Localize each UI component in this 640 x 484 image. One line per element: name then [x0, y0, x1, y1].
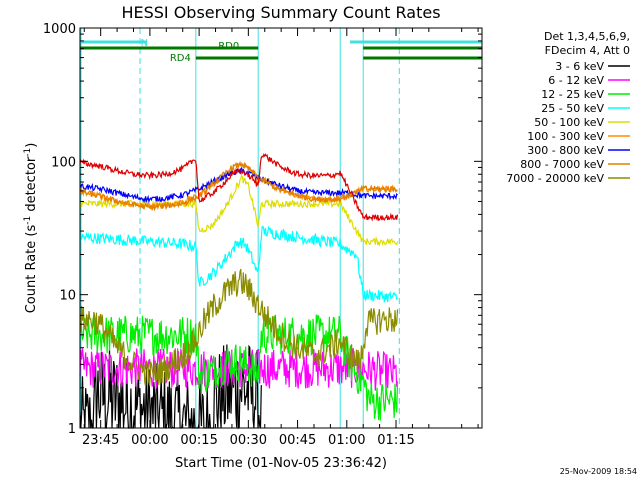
series-25-50-kev: [79, 225, 398, 303]
legend-label-1: 6 - 12 keV: [548, 74, 604, 87]
x-tick-label-2: 00:15: [180, 433, 217, 448]
flag-bars: N RD0 RD4: [80, 38, 482, 64]
flag-label-rd4: RD4: [170, 53, 191, 64]
flag-label-n: N: [141, 38, 148, 49]
x-tick-label-1: 00:00: [131, 433, 168, 448]
legend-label-3: 25 - 50 keV: [541, 102, 604, 115]
x-tick-label-0: 23:45: [82, 433, 119, 448]
legend-header-line-2: FDecim 4, Att 0: [545, 44, 630, 57]
y-tick-label-3: 1000: [43, 22, 76, 37]
legend-label-7: 800 - 7000 keV: [520, 158, 604, 171]
reference-lines: [80, 28, 400, 428]
legend-label-2: 12 - 25 keV: [541, 88, 604, 101]
y-axis-label: Count Rate (s-1 detector-1): [23, 143, 39, 314]
legend-label-6: 300 - 800 keV: [527, 144, 604, 157]
series-100-300-kev-red-trace-: [79, 153, 399, 222]
y-tick-label-2: 100: [51, 155, 76, 170]
y-tick-label-0: 1: [68, 422, 76, 437]
legend-label-0: 3 - 6 keV: [555, 60, 604, 73]
series-7000-20000-kev: [79, 268, 399, 387]
series-lines: [79, 153, 399, 430]
legend-label-8: 7000 - 20000 keV: [506, 172, 604, 185]
axis-ticks: [80, 27, 482, 429]
x-tick-label-6: 01:15: [377, 433, 414, 448]
series-3-6-kev: [79, 344, 262, 430]
x-tick-label-4: 00:45: [279, 433, 316, 448]
flag-label-rd0: RD0: [218, 41, 239, 52]
timestamp: 25-Nov-2009 18:54: [560, 467, 637, 476]
x-tick-label-5: 01:00: [328, 433, 365, 448]
legend-header-line-1: Det 1,3,4,5,6,9,: [544, 30, 630, 43]
legend: Det 1,3,4,5,6,9, FDecim 4, Att 0 3 - 6 k…: [506, 30, 630, 185]
x-axis-label: Start Time (01-Nov-05 23:36:42): [175, 456, 387, 471]
series-800-7000-kev: [79, 160, 398, 212]
series-50-100-kev: [79, 173, 399, 247]
y-tick-label-1: 10: [59, 289, 76, 304]
x-tick-label-3: 00:30: [230, 433, 267, 448]
tick-labels: 23:45 00:00 00:15 00:30 00:45 01:00 01:15 1 10 10…: [43, 22, 415, 448]
legend-label-4: 50 - 100 keV: [534, 116, 604, 129]
chart-title: HESSI Observing Summary Count Rates: [121, 3, 440, 22]
legend-label-5: 100 - 300 keV: [527, 130, 604, 143]
